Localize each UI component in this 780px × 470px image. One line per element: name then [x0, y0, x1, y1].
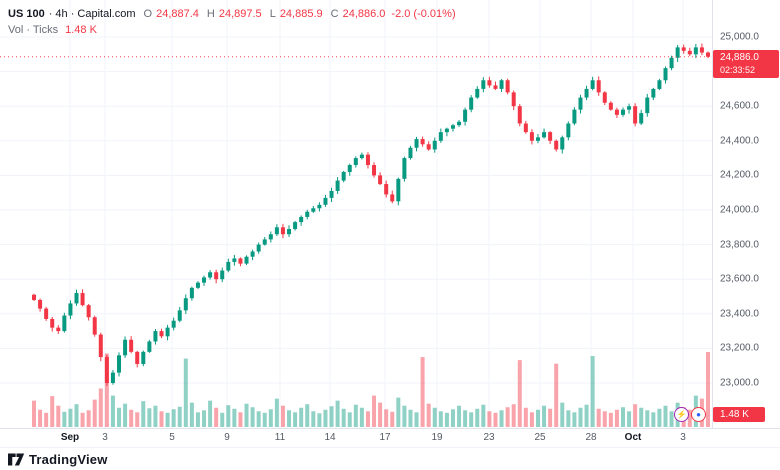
change-value: -2.0 (-0.01%) [391, 8, 456, 20]
legend-volume-row: Vol · Ticks 1.48 K [8, 22, 456, 38]
time-axis-label: 23 [483, 432, 495, 443]
time-axis-label: 11 [274, 432, 286, 443]
time-axis-label: 5 [169, 432, 175, 443]
price-axis-label: 23,800.0 [720, 239, 759, 251]
open-value: 24,887.4 [156, 8, 199, 20]
symbol-meta: · 4h · Capital.com [48, 8, 136, 20]
high-value: 24,897.5 [218, 8, 262, 20]
price-axis-label: 23,600.0 [720, 273, 759, 285]
bar-countdown: 02:33:52 [720, 64, 756, 75]
time-axis-label: Oct [624, 432, 642, 443]
last-price-value: 24,886.0 [720, 51, 759, 63]
price-axis-label: 23,000.0 [720, 377, 759, 389]
time-axis-label: 9 [224, 432, 230, 443]
footer-bar: TradingView [0, 447, 780, 470]
volume-study-value: 1.48 K [65, 24, 97, 36]
time-axis-label: 25 [534, 432, 546, 443]
quick-trade-lightning-icon[interactable]: ⚡ [674, 407, 689, 422]
time-axis-label: Sep [60, 432, 80, 443]
high-label: H [206, 8, 215, 20]
time-axis[interactable]: Sep 3 5 9 11 14 17 19 23 25 28 Oct 3 [0, 428, 780, 447]
symbol-title[interactable]: US 100 [8, 8, 45, 20]
time-axis-label: 3 [680, 432, 686, 443]
tradingview-logo-icon [8, 453, 25, 465]
chart-sticker-icons: ⚡ ● [674, 407, 706, 422]
time-axis-label: 14 [324, 432, 336, 443]
price-axis-label: 25,000.0 [720, 31, 759, 43]
time-axis-label: 19 [431, 432, 443, 443]
close-value: 24,886.0 [342, 8, 386, 20]
chart-legend: US 100 · 4h · Capital.com O 24,887.4 H 24,… [8, 6, 456, 38]
volume-value-badge: 1.48 K [713, 407, 765, 422]
time-axis-label: 28 [585, 432, 597, 443]
time-axis-label: 3 [102, 432, 108, 443]
tradingview-logo-link[interactable]: TradingView [8, 452, 108, 467]
promo-sticker-icon[interactable]: ● [691, 407, 706, 422]
volume-study-label[interactable]: Vol · Ticks [8, 24, 59, 36]
close-label: C [330, 8, 339, 20]
price-axis-label: 24,600.0 [720, 100, 759, 112]
low-label: L [269, 8, 276, 20]
price-axis-label: 24,400.0 [720, 135, 759, 147]
volume-badge-value: 1.48 K [720, 409, 749, 420]
legend-symbol-row: US 100 · 4h · Capital.com O 24,887.4 H 24,… [8, 6, 456, 22]
last-price-badge: 24,886.0 02:33:52 [713, 49, 779, 78]
tradingview-brand-text: TradingView [29, 451, 108, 467]
price-axis-label: 24,200.0 [720, 169, 759, 181]
price-axis-label: 23,200.0 [720, 342, 759, 354]
price-axis-label: 23,400.0 [720, 308, 759, 320]
open-label: O [143, 8, 153, 20]
time-axis-label: 17 [379, 432, 391, 443]
low-value: 24,885.9 [279, 8, 323, 20]
price-axis-label: 24,000.0 [720, 204, 759, 216]
